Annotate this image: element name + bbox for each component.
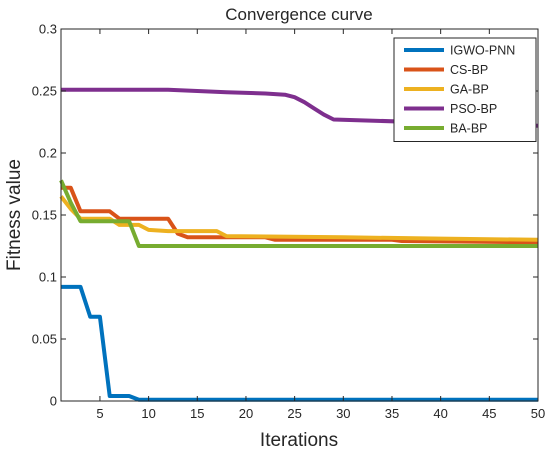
x-tick-label: 20 [239,406,253,421]
x-tick-label: 50 [531,406,545,421]
legend-label: GA-BP [450,83,489,97]
legend-label: BA-BP [450,122,488,136]
x-tick-label: 5 [96,406,103,421]
y-tick-label: 0.1 [39,270,57,285]
series-layer [59,87,539,402]
x-axis-label: Iterations [260,430,338,451]
x-axis-ticks: 5 10 15 20 25 30 35 40 45 50 [96,29,545,421]
x-tick-label: 30 [336,406,350,421]
series-line-ba-bp [59,179,538,248]
x-tick-label: 25 [287,406,301,421]
legend-label: CS-BP [450,63,488,77]
y-tick-label: 0 [50,394,57,409]
y-tick-label: 0.3 [39,22,57,37]
x-tick-label: 35 [385,406,399,421]
series-line-pso-bp [61,87,539,128]
series-line-igwo-pnn [61,284,538,402]
y-tick-label: 0.2 [39,146,57,161]
legend: IGWO-PNN CS-BP GA-BP PSO-BP BA-BP [393,37,537,142]
y-axis-ticks: 0 0.05 0.1 0.15 0.2 0.25 0.3 [32,22,538,409]
y-axis-label: Fitness value [4,159,25,271]
x-tick-label: 10 [141,406,155,421]
legend-label: IGWO-PNN [450,44,515,58]
x-tick-label: 40 [433,406,447,421]
y-tick-label: 0.25 [32,84,57,99]
y-tick-label: 0.15 [32,208,57,223]
chart-title: Convergence curve [225,5,372,24]
x-tick-label: 15 [190,406,204,421]
legend-label: PSO-BP [450,102,497,116]
series-line-cs-bp [61,185,539,245]
y-tick-label: 0.05 [32,332,57,347]
series-line-ga-bp [59,195,539,242]
x-tick-label: 45 [482,406,496,421]
